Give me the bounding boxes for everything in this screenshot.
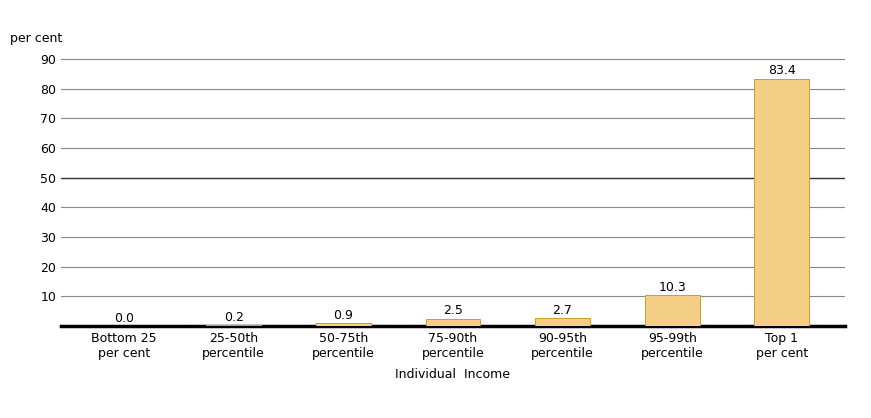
Text: 2.7: 2.7 [552, 304, 572, 317]
X-axis label: Individual  Income: Individual Income [395, 368, 510, 381]
Bar [426, 319, 480, 326]
Bar [754, 79, 809, 326]
Text: 10.3: 10.3 [658, 281, 686, 294]
Bar [535, 318, 590, 326]
Text: 0.9: 0.9 [334, 309, 354, 322]
Text: 83.4: 83.4 [768, 64, 796, 77]
Text: 0.2: 0.2 [224, 311, 244, 324]
Text: 0.0: 0.0 [114, 312, 134, 325]
Bar [316, 324, 371, 326]
Bar [645, 296, 699, 326]
Text: per cent: per cent [10, 32, 62, 45]
Text: 2.5: 2.5 [443, 304, 463, 317]
